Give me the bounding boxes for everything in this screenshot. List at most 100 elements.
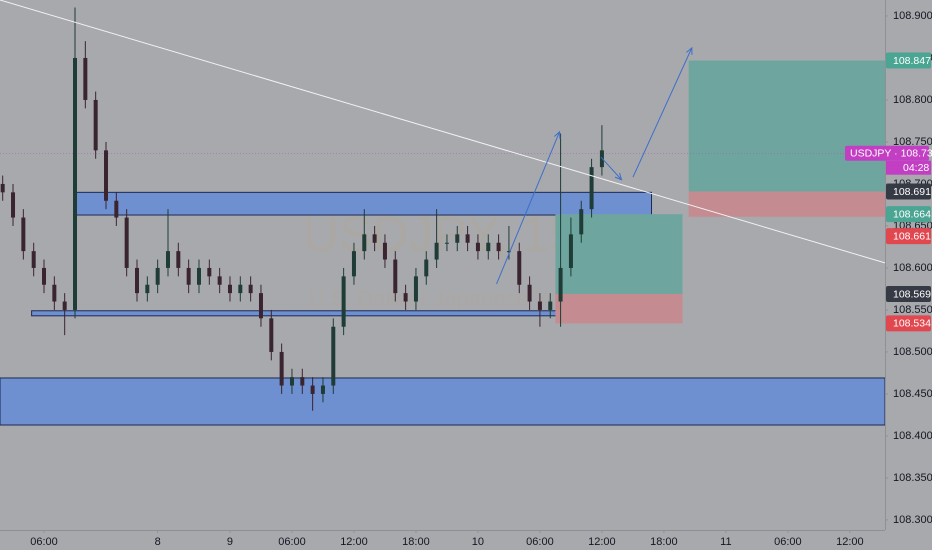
candle-body [104,150,109,201]
candle-body [496,242,501,252]
candle-body [42,267,47,285]
candle-body [176,251,181,268]
last-price-tag [845,145,929,161]
candle-body [341,276,346,327]
candle-body [486,242,491,252]
candle-body [165,251,170,268]
profit-zone [555,214,683,294]
candle-body [372,234,377,243]
price-tag [886,206,931,223]
zone [31,310,633,317]
price-tag-label: 108.691 [893,186,931,198]
price-tag [886,228,931,245]
candle-body [579,209,584,235]
candle-body [331,326,336,386]
price-tag [886,183,931,200]
candle-body [196,267,201,285]
y-tick-label: 108.500 [893,346,932,358]
arrow-head [553,130,561,139]
candle-body [0,183,5,193]
candle-body [238,284,243,294]
trendline [0,0,886,264]
x-tick-label: 10 [472,536,484,548]
candle-body [279,351,284,386]
candle-body [186,267,191,285]
candle-body [475,242,480,252]
countdown-label: 04:28 [903,162,929,174]
countdown-tag [886,160,931,175]
x-tick-label: 06:00 [30,536,58,548]
candle-body [589,167,594,210]
candle-body [207,267,212,277]
candle-body [258,293,263,319]
candle-body [444,242,449,244]
arrow [632,47,693,178]
candle-body [558,267,563,302]
candle-body [217,276,222,285]
price-tag-label: 108.569 [893,288,931,300]
candle-body [21,217,26,252]
candle-body [31,251,36,268]
loss-zone [555,293,683,324]
x-tick-label: 18:00 [402,536,430,548]
price-tag [886,52,931,69]
zone [0,377,886,426]
candle-body [527,284,532,302]
price-tag [886,285,931,302]
candle-body [403,293,408,302]
candle-body [506,251,511,253]
candle-body [269,318,274,352]
x-tick-label: 06:00 [278,536,306,548]
candle-body [134,267,139,294]
candle-body [434,242,439,260]
candle-body [83,57,88,100]
y-tick-label: 108.750 [893,136,932,148]
price-tag [886,315,931,332]
candle-body [114,200,119,218]
x-tick-label: 18:00 [650,536,678,548]
candle-body [155,267,160,285]
candle-body [145,284,150,294]
price-tag-label: 108.534 [893,318,931,330]
candle-body [393,259,398,294]
watermark-subtitle: U.S. Dollar / Japanese Yen [309,286,572,311]
x-tick-label: 06:00 [774,536,802,548]
arrow-head [614,172,623,181]
loss-zone [688,191,885,217]
candle-body [93,99,98,151]
y-tick-label: 108.600 [893,262,932,274]
candle-body [11,192,16,218]
candle-body [351,251,356,277]
candle-body [73,57,78,310]
profit-zone [688,60,885,192]
candle-body [320,385,325,394]
arrow [496,131,561,285]
y-tick-label: 108.450 [893,388,932,400]
candle-body [289,377,294,386]
x-tick-label: 8 [155,536,161,548]
candle-body [362,234,367,252]
candle-body [568,234,573,268]
arrow [600,156,622,181]
candle-body [52,284,57,302]
candle-body [62,301,67,310]
candle-body [124,217,129,268]
y-tick-label: 108.550 [893,304,932,316]
x-tick-label: 06:00 [526,536,554,548]
candle-body [465,234,470,243]
arrow-head [686,46,693,55]
y-tick-label: 108.400 [893,430,932,442]
last-price-label: USDJPY · 108.736 [850,147,932,159]
price-tag-label: 108.664 [893,208,931,220]
y-tick-label: 108.800 [893,94,932,106]
candle-body [517,251,522,285]
x-tick-label: 9 [227,536,233,548]
candle-body [248,284,253,294]
candle-body [382,242,387,260]
candle-body [413,276,418,302]
x-tick-label: 12:00 [340,536,368,548]
price-tag-label: 108.661 [893,230,931,242]
y-tick-label: 108.900 [893,10,932,22]
candle-body [455,234,460,243]
candle-body [310,385,315,394]
